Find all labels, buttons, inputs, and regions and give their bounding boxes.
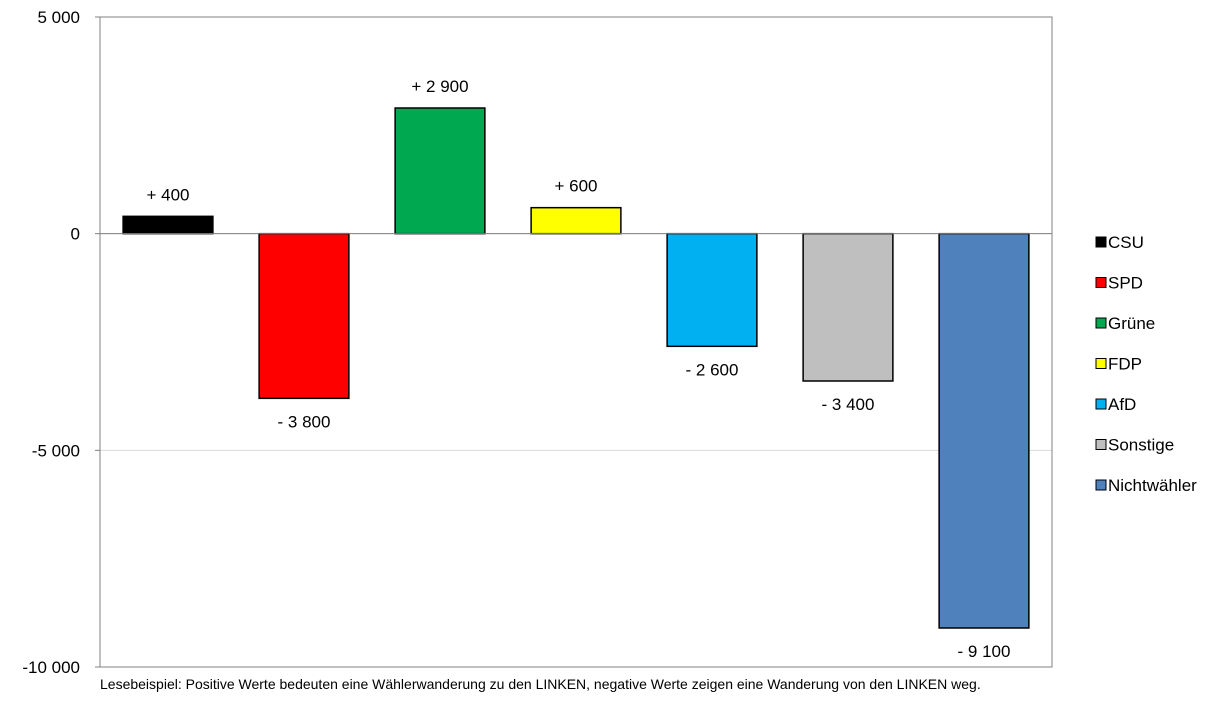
bar-csu xyxy=(122,215,214,235)
bar-sonstige xyxy=(802,232,894,382)
legend-swatch xyxy=(1095,277,1107,288)
plot-area-frame xyxy=(99,16,1053,668)
y-tick-label: -5 000 xyxy=(32,441,80,460)
data-label: + 600 xyxy=(554,177,597,196)
data-label: - 9 100 xyxy=(958,642,1011,661)
legend-swatch xyxy=(1095,358,1107,369)
data-label: + 2 900 xyxy=(411,77,468,96)
legend-swatch xyxy=(1095,439,1107,450)
legend-label: AfD xyxy=(1108,395,1136,414)
data-label: + 400 xyxy=(146,185,189,204)
reading-example-note: Lesebeispiel: Positive Werte bedeuten ei… xyxy=(100,676,981,692)
data-labels: + 400 - 3 800 + 2 900 + 600 - 2 600 - 3 400 - … xyxy=(146,77,1010,661)
legend-swatch xyxy=(1095,398,1107,410)
legend-label: Nichtwähler xyxy=(1108,476,1197,495)
y-tick-label: 0 xyxy=(71,225,80,244)
bar-fdp xyxy=(530,206,622,235)
bar-nichtwähler xyxy=(938,232,1030,629)
data-label: - 3 400 xyxy=(822,395,875,414)
legend-label: SPD xyxy=(1108,274,1143,293)
y-axis: 5 000 0 -5 000 -10 000 xyxy=(22,8,100,677)
legend-label: Grüne xyxy=(1108,314,1155,333)
bar-afd xyxy=(666,232,758,348)
data-label: - 2 600 xyxy=(686,360,739,379)
bar-spd xyxy=(258,232,350,400)
legend-label: Sonstige xyxy=(1108,436,1174,455)
legend-swatch xyxy=(1095,479,1107,491)
y-tick-label: -10 000 xyxy=(22,658,80,677)
legend-swatch xyxy=(1095,317,1107,329)
legend-label: CSU xyxy=(1108,233,1144,252)
legend-label: FDP xyxy=(1108,355,1142,374)
data-label: - 3 800 xyxy=(278,412,331,431)
bar-grüne xyxy=(394,107,486,235)
y-tick-label: 5 000 xyxy=(37,8,80,27)
gridlines xyxy=(100,16,1052,668)
legend: CSU SPD Grüne FDP AfD Sonstige Nichtwähler xyxy=(1095,233,1197,495)
bars xyxy=(122,107,1030,629)
legend-swatch xyxy=(1095,236,1107,248)
